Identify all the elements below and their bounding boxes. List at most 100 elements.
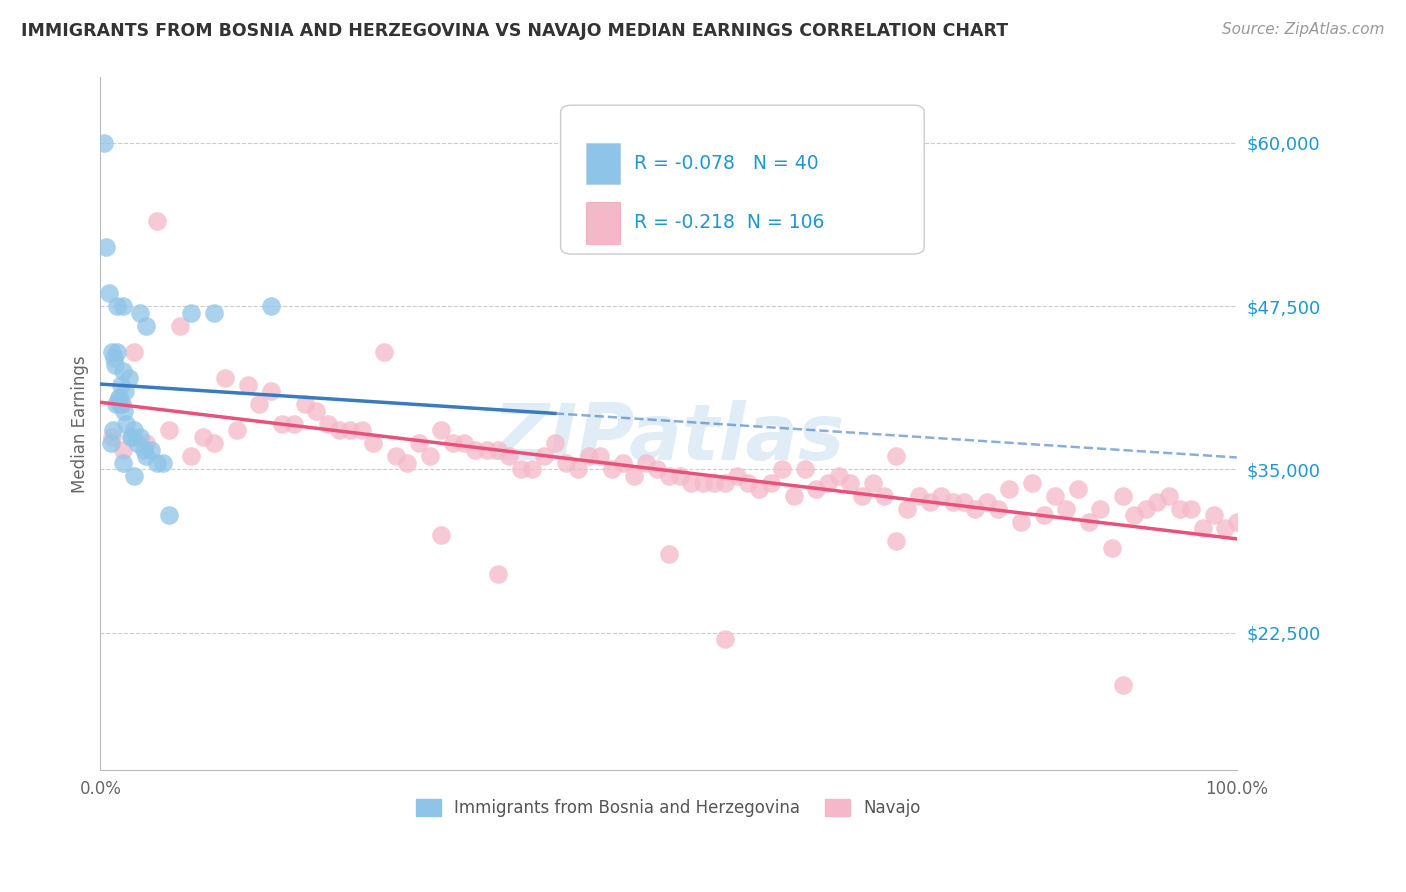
Point: [419, 450, 441, 464]
Point: [100, 436, 122, 450]
Bar: [585, 143, 620, 184]
Point: [681, 475, 703, 490]
Point: [1226, 515, 1249, 529]
Point: [112, 456, 135, 470]
Point: [260, 299, 283, 313]
Point: [486, 442, 509, 457]
Point: [942, 495, 965, 509]
Point: [567, 462, 589, 476]
Point: [817, 475, 839, 490]
Point: [929, 489, 952, 503]
Point: [225, 423, 247, 437]
Text: R = -0.078   N = 40: R = -0.078 N = 40: [634, 154, 820, 173]
Point: [152, 456, 174, 470]
Point: [1112, 678, 1135, 692]
Point: [1123, 508, 1146, 523]
Point: [475, 442, 498, 457]
Point: [373, 344, 395, 359]
Point: [112, 442, 135, 457]
Point: [396, 456, 419, 470]
Point: [612, 456, 634, 470]
Point: [430, 528, 453, 542]
Point: [509, 462, 531, 476]
FancyBboxPatch shape: [561, 105, 924, 254]
Text: IMMIGRANTS FROM BOSNIA AND HERZEGOVINA VS NAVAJO MEDIAN EARNINGS CORRELATION CHA: IMMIGRANTS FROM BOSNIA AND HERZEGOVINA V…: [21, 22, 1008, 40]
Point: [94, 240, 117, 254]
Point: [100, 344, 122, 359]
Text: Source: ZipAtlas.com: Source: ZipAtlas.com: [1222, 22, 1385, 37]
Point: [714, 475, 737, 490]
Point: [105, 344, 128, 359]
Point: [953, 495, 976, 509]
Point: [316, 417, 339, 431]
Point: [770, 462, 793, 476]
Point: [1168, 501, 1191, 516]
Point: [385, 450, 408, 464]
Point: [1135, 501, 1157, 516]
Y-axis label: Median Earnings: Median Earnings: [72, 355, 89, 492]
Point: [125, 436, 148, 450]
Point: [294, 397, 316, 411]
Point: [589, 450, 612, 464]
Point: [806, 482, 828, 496]
Point: [135, 436, 157, 450]
Point: [124, 423, 146, 437]
Point: [453, 436, 475, 450]
Point: [112, 403, 135, 417]
Point: [180, 306, 202, 320]
Point: [1090, 501, 1112, 516]
Point: [121, 430, 143, 444]
Point: [104, 358, 127, 372]
Point: [987, 501, 1010, 516]
Point: [884, 450, 907, 464]
Point: [124, 469, 146, 483]
Point: [1202, 508, 1225, 523]
Point: [1054, 501, 1077, 516]
Point: [271, 417, 294, 431]
Point: [135, 318, 157, 333]
Point: [191, 430, 214, 444]
Text: ZIPatlas: ZIPatlas: [492, 400, 845, 475]
Point: [118, 371, 141, 385]
Point: [129, 306, 152, 320]
Point: [105, 397, 128, 411]
Point: [1078, 515, 1101, 529]
Point: [692, 475, 714, 490]
Point: [107, 391, 129, 405]
Point: [725, 469, 748, 483]
Point: [135, 450, 157, 464]
Point: [260, 384, 283, 398]
Point: [1021, 475, 1043, 490]
Point: [430, 423, 453, 437]
Point: [907, 489, 929, 503]
Point: [157, 508, 180, 523]
Point: [120, 430, 142, 444]
Legend: Immigrants from Bosnia and Herzegovina, Navajo: Immigrants from Bosnia and Herzegovina, …: [409, 792, 928, 824]
Point: [202, 436, 225, 450]
Point: [782, 489, 804, 503]
Point: [100, 430, 122, 444]
Point: [578, 450, 600, 464]
Point: [112, 364, 135, 378]
Point: [873, 489, 896, 503]
Point: [93, 136, 115, 150]
Point: [703, 475, 725, 490]
Point: [1180, 501, 1202, 516]
Point: [544, 436, 567, 450]
Point: [108, 397, 131, 411]
Point: [1112, 489, 1135, 503]
Point: [98, 286, 121, 301]
Point: [793, 462, 815, 476]
Point: [141, 442, 163, 457]
Point: [214, 371, 236, 385]
Point: [851, 489, 873, 503]
Point: [555, 456, 578, 470]
Point: [202, 306, 225, 320]
Point: [862, 475, 884, 490]
Point: [112, 299, 135, 313]
Point: [1032, 508, 1054, 523]
Point: [339, 423, 361, 437]
Point: [759, 475, 782, 490]
Point: [305, 403, 328, 417]
Point: [748, 482, 770, 496]
